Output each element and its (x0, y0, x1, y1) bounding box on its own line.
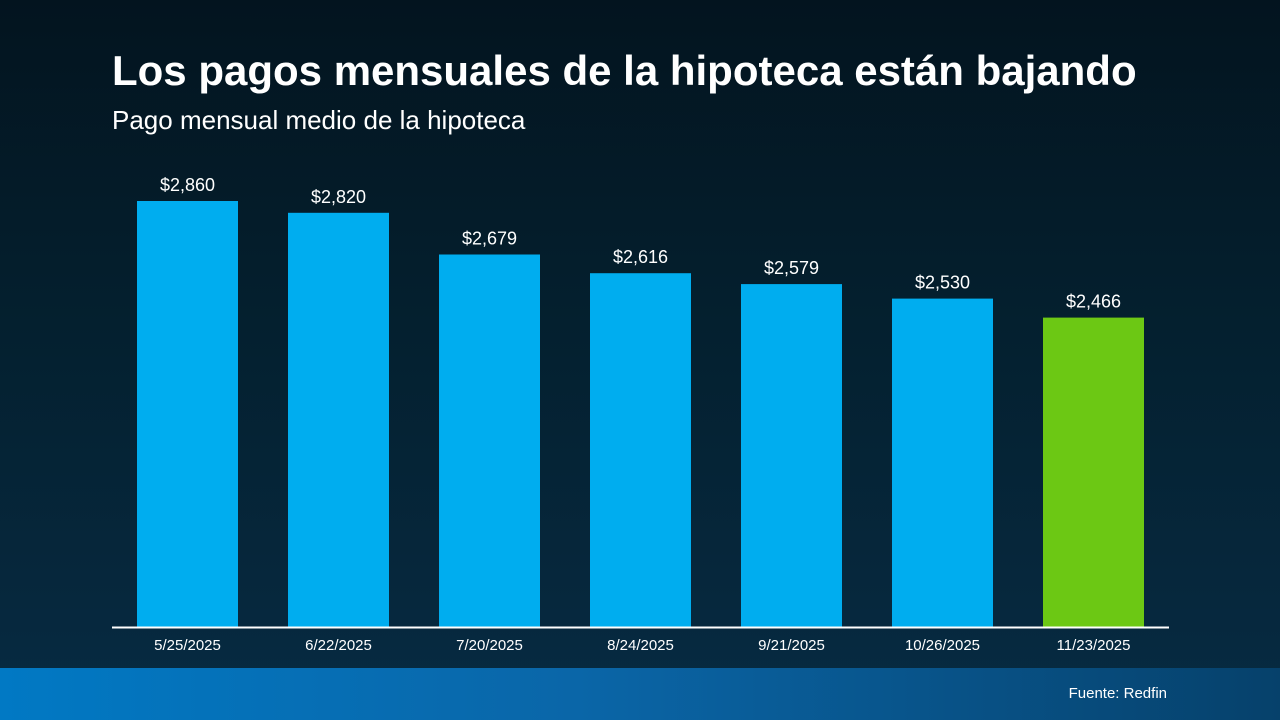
x-tick-label-4: 9/21/2025 (758, 637, 825, 654)
footer-bar: Fuente: Redfin (0, 668, 1280, 720)
bar-5 (892, 298, 993, 627)
bar-4 (741, 284, 842, 627)
source-credit: Fuente: Redfin (1068, 685, 1167, 702)
x-tick-label-1: 6/22/2025 (305, 637, 372, 654)
data-label-4: $2,579 (764, 258, 819, 278)
bar-0 (137, 201, 238, 627)
bar-chart: $2,860 5/25/2025 $2,820 6/22/2025 $2,679 7/20… (137, 175, 1144, 654)
data-label-0: $2,860 (160, 175, 215, 195)
data-label-6: $2,466 (1066, 292, 1121, 312)
x-tick-label-6: 11/23/2025 (1057, 637, 1131, 654)
data-label-3: $2,616 (613, 247, 668, 267)
x-tick-label-0: 5/25/2025 (154, 637, 221, 654)
bar-1 (288, 212, 389, 628)
chart-subtitle: Pago mensual medio de la hipoteca (112, 105, 526, 135)
data-label-2: $2,679 (462, 229, 517, 249)
x-tick-label-5: 10/26/2025 (905, 637, 980, 654)
page-title: Los pagos mensuales de la hipoteca están… (112, 47, 1137, 94)
bar-3 (590, 273, 691, 627)
x-tick-label-3: 8/24/2025 (607, 637, 674, 654)
x-tick-label-2: 7/20/2025 (456, 637, 523, 654)
data-label-5: $2,530 (915, 273, 970, 293)
data-label-1: $2,820 (311, 187, 366, 207)
bar-6 (1043, 317, 1144, 627)
bar-2 (439, 254, 540, 627)
